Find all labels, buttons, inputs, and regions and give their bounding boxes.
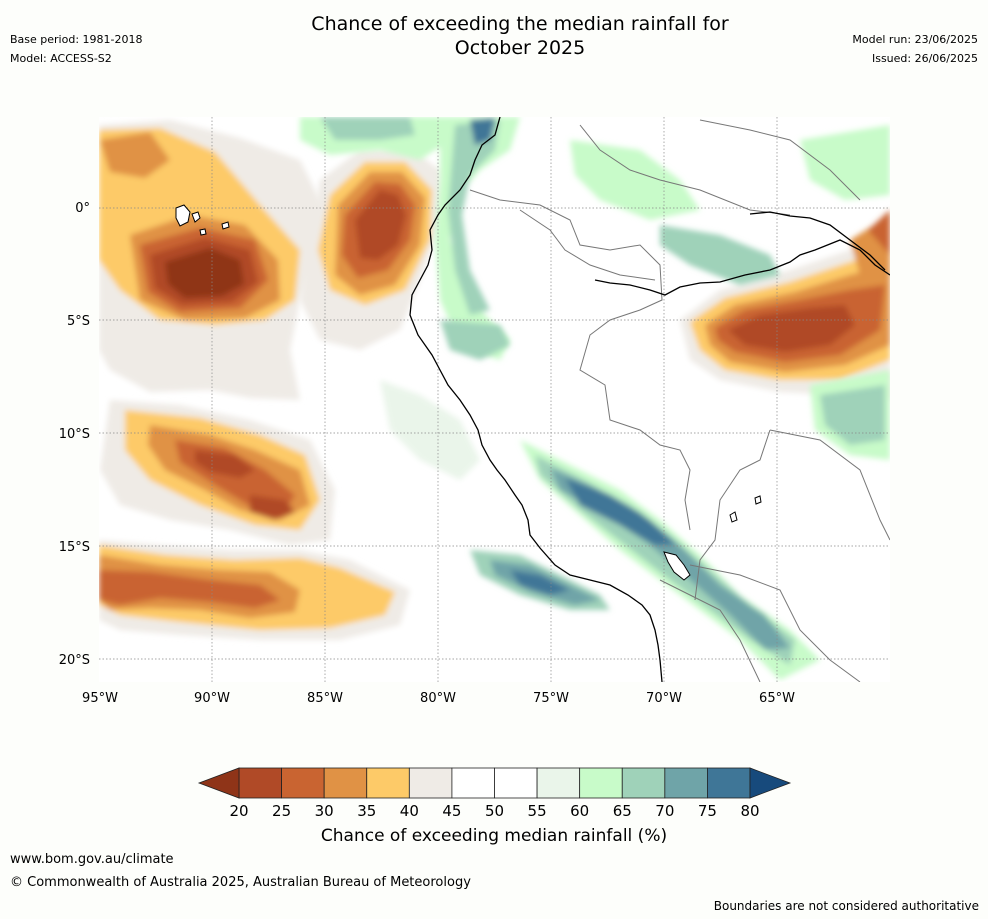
colorbar-tick-label: 65 (612, 802, 632, 820)
colorbar-tick-label: 75 (697, 802, 717, 820)
dry-region-equator (300, 148, 442, 350)
colorbar-tick-label: 70 (655, 802, 675, 820)
colorbar-tick-label: 20 (229, 802, 249, 820)
dry-region-amazon (680, 210, 890, 400)
colorbar-segment (281, 767, 325, 799)
title-line-1: Chance of exceeding the median rainfall … (311, 13, 729, 35)
lon-label-80w: 80°W (420, 691, 456, 706)
boundaries-note: Boundaries are not considered authoritat… (713, 899, 979, 913)
colorbar-tick-label: 80 (740, 802, 760, 820)
lon-label-85w: 85°W (307, 691, 343, 706)
colorbar-segment (494, 767, 538, 799)
lat-label-15s: 15°S (59, 540, 90, 555)
lat-label-10s: 10°S (59, 427, 90, 442)
country-borders (469, 119, 890, 682)
coastline (409, 117, 890, 682)
colorbar-segment (621, 767, 666, 799)
galapagos-islands (175, 204, 230, 236)
colorbar-tick-label: 55 (527, 802, 547, 820)
colorbar-segment (238, 767, 282, 799)
colorbar-tick-label: 50 (484, 802, 505, 820)
colorbar-segment (707, 767, 751, 799)
colorbar-segment (664, 767, 708, 799)
lake-titicaca (663, 495, 762, 581)
colorbar-high-extension (749, 767, 792, 799)
lat-label-20s: 20°S (59, 653, 90, 668)
model-name: Model: ACCESS-S2 (10, 52, 112, 65)
colorbar-ticks: 20 25 30 35 40 45 50 55 60 65 70 75 80 (0, 802, 988, 822)
base-period: Base period: 1981-2018 (10, 33, 143, 46)
colorbar-segment (536, 767, 581, 799)
latitude-labels: 0° 5°S 10°S 15°S 20°S (59, 201, 90, 668)
colorbar-tick-label: 40 (399, 802, 419, 820)
lon-label-95w: 95°W (82, 691, 118, 706)
colorbar-segment (408, 767, 453, 799)
colorbar-segment (579, 767, 623, 799)
wet-region-north (300, 117, 520, 360)
colorbar-tick-label: 30 (314, 802, 334, 820)
map-area (99, 117, 890, 682)
lat-label-5s: 5°S (67, 314, 90, 329)
website-link[interactable]: www.bom.gov.au/climate (10, 852, 174, 867)
dry-region-southwest (99, 540, 410, 640)
colorbar-tick-label: 35 (357, 802, 377, 820)
model-run-date: Model run: 23/06/2025 (852, 33, 978, 46)
chart-title: Chance of exceeding the median rainfall … (220, 12, 820, 60)
colorbar (197, 767, 792, 799)
gridlines (99, 117, 890, 682)
colorbar-tick-label: 60 (570, 802, 590, 820)
lon-label-90w: 90°W (194, 691, 230, 706)
lat-label-0: 0° (75, 201, 90, 216)
title-line-2: October 2025 (454, 37, 586, 59)
lon-label-75w: 75°W (533, 691, 569, 706)
colorbar-segment (451, 767, 495, 799)
dry-region-central (100, 400, 335, 545)
longitude-labels: 95°W 90°W 85°W 80°W 75°W 70°W 65°W (82, 691, 795, 706)
lon-label-65w: 65°W (759, 691, 795, 706)
meta-right: Model run: 23/06/2025 Issued: 26/06/2025 (852, 30, 978, 68)
dry-region-northwest (99, 120, 325, 400)
wet-region-misc (380, 125, 890, 480)
issued-date: Issued: 26/06/2025 (871, 52, 978, 65)
colorbar-segment (323, 767, 368, 799)
colorbar-tick-label: 45 (442, 802, 462, 820)
lon-label-70w: 70°W (646, 691, 682, 706)
colorbar-low-extension (197, 767, 240, 799)
colorbar-tick-label: 25 (272, 802, 292, 820)
colorbar-segment (366, 767, 410, 799)
meta-left: Base period: 1981-2018 Model: ACCESS-S2 (10, 30, 142, 68)
colorbar-label: Chance of exceeding median rainfall (%) (320, 826, 668, 846)
copyright-text: © Commonwealth of Australia 2025, Austra… (10, 875, 471, 890)
